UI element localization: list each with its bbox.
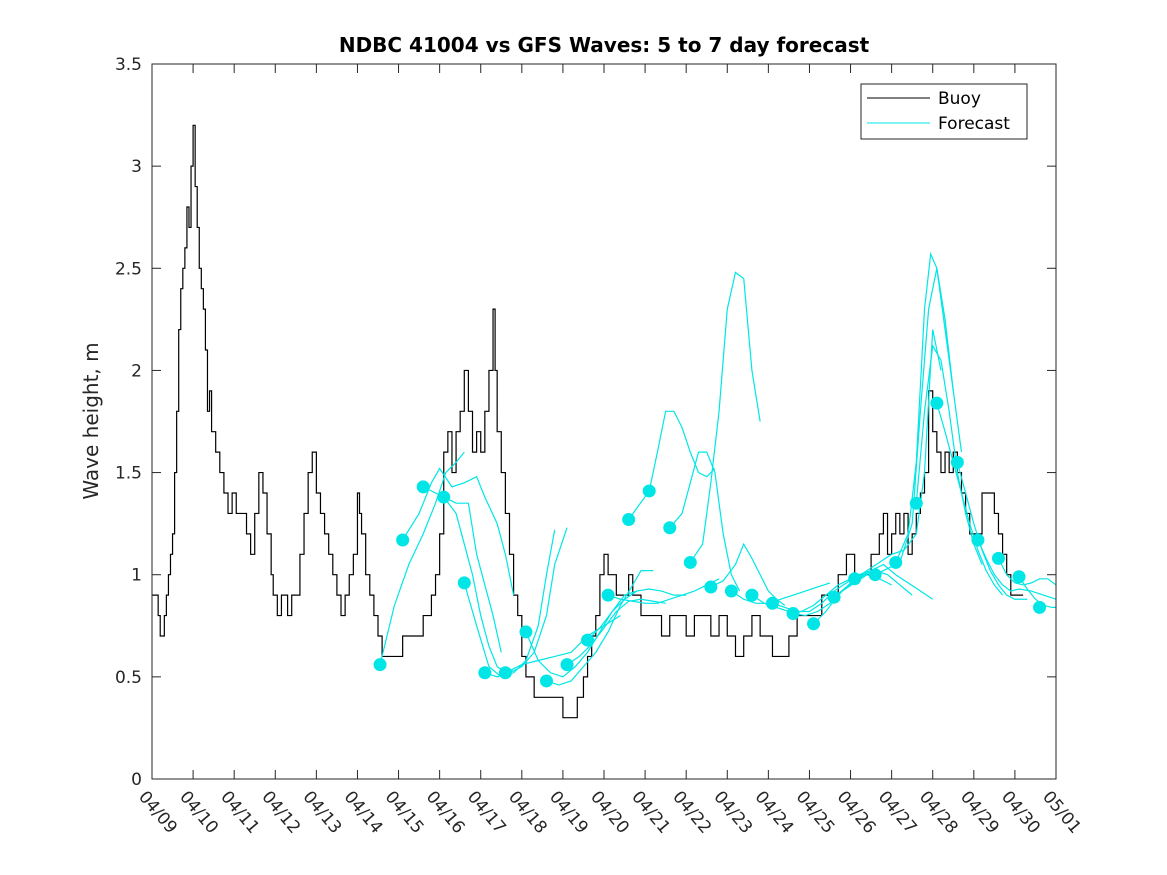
forecast-run-line-7 — [505, 615, 621, 674]
legend-buoy-label: Buoy — [938, 89, 981, 109]
forecast-run-line-31 — [997, 558, 1057, 586]
forecast-marker-32 — [1012, 570, 1026, 584]
forecast-marker-15 — [663, 521, 677, 535]
legend-box — [860, 83, 1028, 140]
forecast-marker-27 — [909, 496, 923, 510]
forecast-run-line-27 — [915, 344, 983, 565]
forecast-marker-25 — [868, 568, 882, 582]
forecast-marker-19 — [745, 588, 759, 602]
forecast-marker-28 — [930, 396, 944, 410]
chart-title: NDBC 41004 vs GFS Waves: 5 to 7 day fore… — [339, 33, 870, 57]
forecast-run-line-29 — [956, 462, 1028, 600]
forecast-marker-2 — [396, 533, 410, 547]
y-tick-label: 0.5 — [115, 668, 142, 688]
forecast-run-line-8 — [525, 590, 638, 678]
forecast-marker-8 — [519, 625, 533, 639]
forecast-run-line-22 — [813, 569, 913, 625]
y-tick-label: 2 — [131, 361, 142, 381]
forecast-marker-14 — [642, 484, 656, 498]
forecast-marker-18 — [724, 584, 738, 598]
forecast-run-line-1 — [379, 451, 465, 665]
forecast-marker-17 — [704, 580, 718, 594]
forecast-marker-30 — [971, 533, 985, 547]
forecast-run-line-16 — [689, 271, 761, 563]
forecast-marker-33 — [1033, 600, 1047, 614]
buoy-series-line — [152, 124, 1024, 719]
forecast-run-line-15 — [669, 451, 741, 592]
forecast-run-line-11 — [587, 588, 687, 641]
forecast-marker-29 — [950, 455, 964, 469]
legend-forecast-label: Forecast — [938, 114, 1010, 134]
forecast-run-line-18 — [731, 582, 831, 604]
forecast-run-line-9 — [546, 570, 654, 686]
forecast-run-line-6 — [484, 527, 568, 678]
forecast-marker-21 — [786, 607, 800, 621]
forecast-marker-13 — [622, 513, 636, 527]
y-tick-label: 3 — [131, 157, 142, 177]
forecast-run-line-28 — [936, 402, 1004, 596]
forecast-run-line-14 — [648, 410, 716, 492]
forecast-marker-16 — [683, 555, 697, 569]
forecast-marker-24 — [848, 572, 862, 586]
forecast-marker-4 — [437, 490, 451, 504]
y-tick-label: 0 — [131, 770, 142, 790]
forecast-marker-22 — [807, 617, 821, 631]
forecast-run-line-23 — [833, 563, 934, 600]
plot-area — [152, 64, 1056, 779]
data-layer — [152, 124, 1057, 719]
forecast-marker-1 — [373, 658, 387, 672]
forecast-run-line-17 — [710, 542, 786, 606]
forecast-run-line-30 — [977, 539, 1057, 600]
forecast-marker-9 — [539, 674, 553, 688]
y-tick-label: 1 — [131, 566, 142, 586]
y-tick-label: 1.5 — [115, 464, 142, 484]
y-axis-label: Wave height, m — [79, 342, 103, 499]
forecast-run-line-5 — [463, 529, 556, 678]
forecast-marker-12 — [601, 588, 615, 602]
forecast-marker-3 — [416, 480, 430, 494]
legend: Buoy Forecast — [860, 83, 1028, 140]
forecast-marker-31 — [991, 551, 1005, 565]
forecast-run-line-26 — [895, 251, 963, 563]
forecast-marker-6 — [478, 666, 492, 680]
y-tick-label: 2.5 — [115, 259, 142, 279]
forecast-marker-5 — [457, 576, 471, 590]
forecast-run-line-12 — [607, 578, 720, 604]
forecast-run-line-10 — [566, 598, 666, 666]
forecast-marker-10 — [560, 658, 574, 672]
forecast-run-line-2 — [402, 467, 515, 596]
forecast-marker-11 — [581, 633, 595, 647]
y-tick-label: 3.5 — [115, 55, 142, 75]
forecast-marker-20 — [765, 596, 779, 610]
forecast-marker-23 — [827, 590, 841, 604]
forecast-marker-26 — [889, 555, 903, 569]
forecast-marker-7 — [498, 666, 512, 680]
